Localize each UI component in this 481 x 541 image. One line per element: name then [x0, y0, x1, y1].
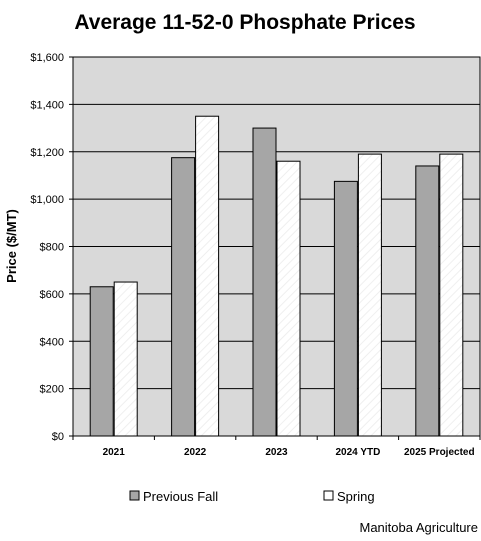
bar-previous-fall	[89, 286, 114, 437]
legend-swatch-previous-fall	[129, 490, 140, 501]
legend-label-previous-fall: Previous Fall	[143, 489, 218, 504]
y-axis-label: Price ($/MT)	[4, 209, 19, 283]
x-category-label: 2021	[103, 447, 126, 458]
y-axis-ticks: $0 $200 $400 $600 $800 $1,000 $1,200 $1,400 $1,6…	[30, 52, 73, 443]
x-axis-categories: 2021 2022 2023 2024 YTD 2025 Projected	[72, 436, 481, 458]
bar-spring	[357, 153, 382, 437]
y-tick-label: $1,400	[30, 99, 64, 111]
legend-swatch-spring	[323, 490, 334, 501]
bar-previous-fall	[333, 180, 358, 437]
legend: Previous Fall Spring	[129, 489, 375, 504]
y-tick-label: $400	[40, 336, 64, 348]
bar-spring	[195, 115, 220, 437]
bar-spring	[439, 153, 464, 437]
bar-spring	[113, 281, 138, 437]
x-category-label: 2024 YTD	[335, 447, 380, 458]
x-category-label: 2022	[184, 447, 207, 458]
bar-previous-fall	[415, 165, 440, 437]
legend-label-spring: Spring	[337, 489, 375, 504]
x-category-label: 2025 Projected	[404, 447, 475, 458]
y-tick-label: $0	[52, 431, 64, 443]
y-tick-label: $800	[40, 242, 64, 254]
bar-spring	[276, 160, 301, 437]
y-tick-label: $600	[40, 289, 64, 301]
y-tick-label: $200	[40, 384, 64, 396]
x-category-label: 2023	[265, 447, 288, 458]
chart-title: Average 11-52-0 Phosphate Prices	[74, 11, 415, 34]
bar-previous-fall	[171, 157, 196, 437]
y-tick-label: $1,200	[30, 147, 64, 159]
bar-previous-fall	[252, 127, 277, 437]
plot-border	[72, 56, 481, 437]
source-credit: Manitoba Agriculture	[359, 520, 478, 535]
y-tick-label: $1,600	[30, 52, 64, 64]
y-tick-label: $1,000	[30, 194, 64, 206]
